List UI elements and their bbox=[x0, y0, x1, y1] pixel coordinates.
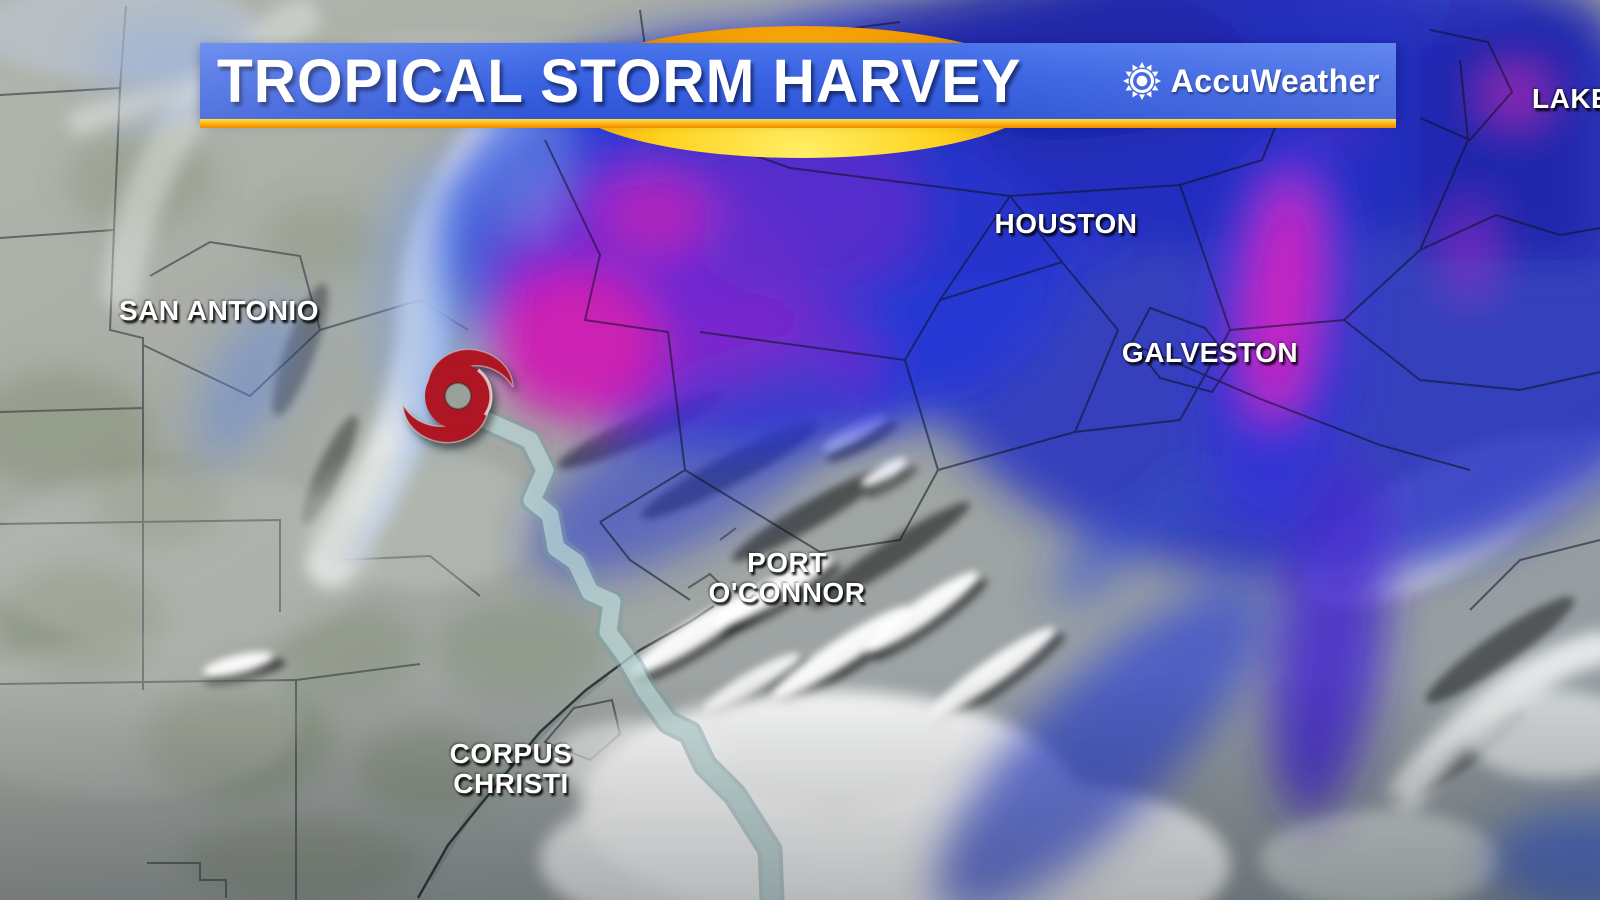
city-label-san-antonio: SAN ANTONIO bbox=[119, 295, 319, 327]
banner-accent-strip bbox=[200, 119, 1396, 128]
brand-name: AccuWeather bbox=[1170, 62, 1380, 99]
city-label-corpus-christi: CORPUS CHRISTI bbox=[449, 738, 573, 799]
title-banner: TROPICAL STORM HARVEY bbox=[200, 43, 1396, 119]
city-label-galveston: GALVESTON bbox=[1121, 337, 1299, 369]
banner-title: TROPICAL STORM HARVEY bbox=[217, 47, 1022, 115]
accuweather-logo: AccuWeather bbox=[1122, 43, 1380, 119]
city-label-houston: HOUSTON bbox=[994, 208, 1138, 240]
sun-icon bbox=[1122, 61, 1161, 101]
city-label-lake: LAKE bbox=[1532, 83, 1600, 115]
city-label-port-oconnor: PORT O'CONNOR bbox=[708, 547, 866, 608]
